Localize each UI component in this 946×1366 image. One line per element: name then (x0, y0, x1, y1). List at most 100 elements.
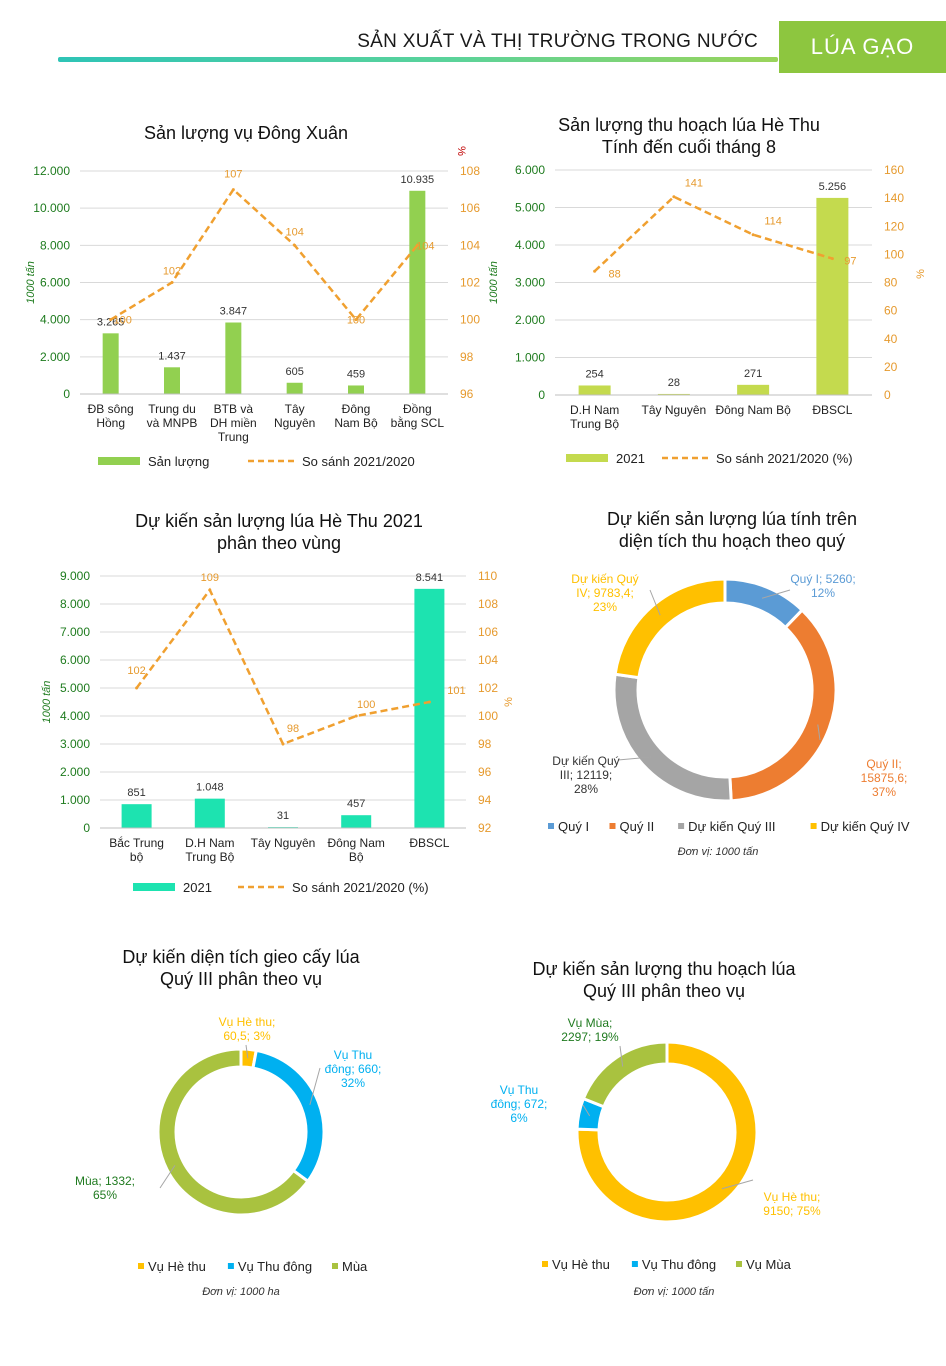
chart-title: Dự kiến sản lượng thu hoạch lúa (532, 959, 796, 979)
category-label-line: Đông Nam (328, 836, 385, 850)
left-tick-label: 1.000 (60, 793, 90, 807)
category-label-line: ĐBSCL (812, 403, 852, 417)
chart-title: Dự kiến sản lượng lúa Hè Thu 2021 (135, 511, 423, 531)
chart-title: Quý III phân theo vụ (160, 969, 322, 989)
donut-slice (613, 577, 727, 680)
right-tick-label: 96 (478, 765, 492, 779)
leader-line (817, 724, 821, 741)
line-point (293, 243, 297, 247)
bar (409, 190, 426, 394)
legend: Vụ Hè thu Vụ Thu đông Mùa (138, 1259, 368, 1274)
bar (121, 804, 152, 828)
chart-title: Tính đến cuối tháng 8 (602, 137, 776, 157)
bar-value-label: 28 (668, 377, 680, 389)
legend-label: Dự kiến Quý III (688, 819, 775, 834)
donut-slice (251, 1048, 326, 1184)
chart-title: Dự kiến sản lượng lúa tính trên (607, 509, 857, 529)
line-value-label: 88 (609, 268, 621, 280)
chart-title: Sản lượng thu hoạch lúa Hè Thu (558, 115, 820, 135)
line-value-label: 104 (416, 240, 434, 252)
bar-value-label: 3.265 (97, 316, 125, 328)
bar (414, 588, 445, 828)
left-tick-label: 8.000 (40, 238, 70, 252)
category-label-line: ĐB sông (88, 402, 134, 416)
legend-line-label: So sánh 2021/2020 (%) (716, 451, 853, 466)
legend-swatch (332, 1263, 338, 1269)
category-label-line: DH miền (210, 416, 257, 430)
left-tick-label: 2.000 (40, 350, 70, 364)
right-tick-label: 102 (460, 276, 480, 290)
line-value-label: 102 (127, 665, 145, 677)
right-axis-unit: % (503, 697, 515, 707)
bar-value-label: 459 (347, 368, 365, 380)
category-label-line: BTB và (214, 402, 254, 416)
right-tick-label: 98 (460, 350, 474, 364)
left-tick-label: 6.000 (40, 276, 70, 290)
line-value-label: 97 (844, 256, 856, 268)
line-value-label: 114 (764, 216, 782, 228)
line-point (415, 243, 419, 247)
header-divider (58, 57, 778, 62)
slice-label: Quý II;15875,6;37% (861, 757, 908, 799)
slice-label-line: III; 12119; (560, 768, 612, 782)
slice-label-line: Quý I; 5260; (790, 572, 855, 586)
category-label-line: Tây Nguyên (642, 403, 707, 417)
category-label-line: bộ (130, 850, 144, 864)
unit-note: Đơn vị: 1000 tấn (634, 1286, 715, 1298)
category-label: ĐBSCL (812, 403, 852, 417)
bar (102, 333, 119, 394)
right-tick-label: 108 (460, 164, 480, 178)
left-tick-label: 3.000 (515, 276, 545, 290)
bar-value-label: 5.256 (819, 181, 847, 193)
legend-bar-swatch (98, 457, 140, 465)
leader-line (617, 756, 653, 761)
right-tick-label: 108 (478, 597, 498, 611)
slice-label-line: Dự kiến Quý (552, 754, 619, 768)
legend-swatch (810, 823, 817, 829)
right-tick-label: 106 (460, 201, 480, 215)
bar (286, 382, 303, 394)
slice-label-line: 6% (510, 1111, 528, 1125)
right-tick-label: 100 (478, 709, 498, 723)
chart-title: Sản lượng vụ Đông Xuân (144, 123, 348, 143)
legend-swatch (227, 1263, 234, 1269)
right-tick-label: 0 (884, 388, 891, 402)
line-value-label: 109 (201, 572, 219, 584)
slice-label-line: Vụ Thu (334, 1048, 372, 1062)
left-tick-label: 9.000 (60, 569, 90, 583)
line-value-label: 100 (113, 315, 131, 327)
bar-value-label: 271 (744, 368, 762, 380)
legend-line-label: So sánh 2021/2020 (%) (292, 880, 429, 895)
line-point (354, 714, 358, 718)
legend-label: Vụ Mùa (746, 1257, 792, 1272)
right-tick-label: 160 (884, 163, 904, 177)
topic-badge: LÚA GẠO (779, 21, 946, 73)
left-tick-label: 7.000 (60, 625, 90, 639)
left-tick-label: 3.000 (60, 737, 90, 751)
slice-label: Quý I; 5260;12% (790, 572, 855, 600)
right-axis-unit: % (915, 269, 927, 279)
right-tick-label: 104 (478, 653, 498, 667)
leader-line (582, 1104, 591, 1117)
left-axis-unit: 1000 tấn (25, 261, 37, 304)
line-value-label: 104 (285, 226, 303, 238)
line-point (751, 233, 755, 237)
right-tick-label: 104 (460, 238, 480, 252)
legend-line-label: So sánh 2021/2020 (302, 454, 415, 469)
category-label-line: Hồng (96, 416, 125, 430)
line-value-label: 102 (163, 266, 181, 278)
category-label-line: Tây (285, 402, 305, 416)
right-tick-label: 80 (884, 276, 898, 290)
leader-line (159, 1165, 176, 1189)
unit-note: Đơn vị: 1000 ha (202, 1286, 280, 1298)
category-label: Tây Nguyên (642, 403, 707, 417)
slice-label-line: đông; 672; (491, 1097, 548, 1111)
